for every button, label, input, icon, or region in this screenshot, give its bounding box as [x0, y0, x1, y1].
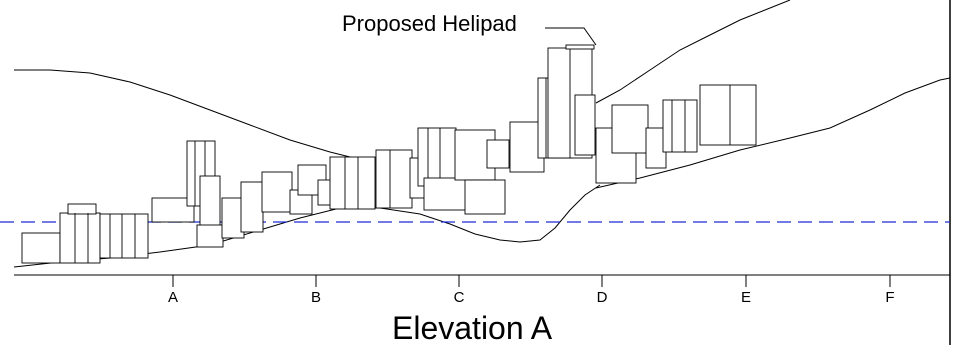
- building: [464, 179, 506, 215]
- building: [199, 175, 221, 227]
- helipad-callout-label: Proposed Helipad: [342, 11, 517, 36]
- elevation-title: Elevation A: [392, 310, 553, 346]
- building: [699, 84, 757, 146]
- terrain-profile: [13, 184, 601, 268]
- axis-ticks: [172, 275, 891, 287]
- building: [240, 181, 264, 233]
- building: [486, 139, 510, 169]
- callout-leader: [545, 27, 597, 46]
- building: [67, 203, 97, 215]
- axis-label-b: B: [310, 289, 322, 306]
- building: [417, 127, 457, 187]
- building: [59, 212, 101, 264]
- axis-label-a: A: [167, 289, 179, 306]
- building: [329, 156, 376, 210]
- building: [423, 177, 469, 211]
- right-slope: [595, 77, 951, 189]
- building: [662, 99, 698, 153]
- axis-label-d: D: [596, 289, 608, 306]
- axis-label-c: C: [453, 289, 465, 306]
- building: [574, 94, 596, 156]
- axis-label-f: F: [885, 289, 895, 306]
- helipad: [565, 44, 595, 50]
- building: [611, 104, 649, 154]
- building-massing: [21, 44, 757, 264]
- building: [375, 149, 413, 209]
- building: [99, 213, 149, 259]
- building: [21, 232, 61, 264]
- building: [196, 224, 224, 248]
- building: [261, 171, 293, 213]
- mountain-ridge: [14, 0, 791, 163]
- axis-label-e: E: [740, 289, 752, 306]
